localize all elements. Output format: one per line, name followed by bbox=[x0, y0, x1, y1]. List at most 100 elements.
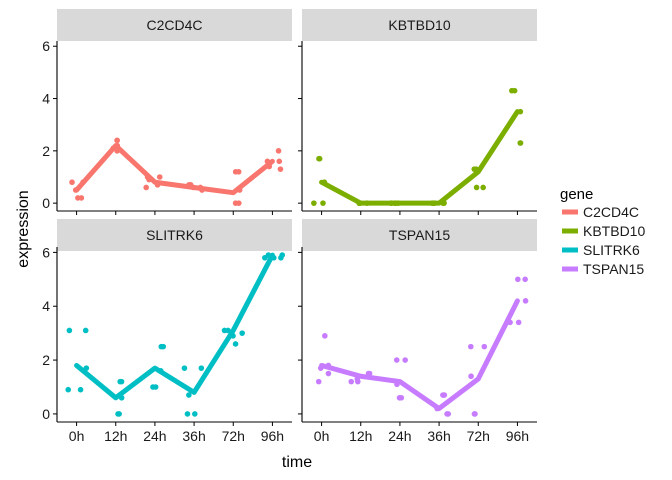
data-point bbox=[276, 158, 283, 165]
data-point bbox=[311, 200, 317, 206]
data-point bbox=[325, 370, 332, 377]
data-point bbox=[197, 184, 204, 191]
data-point bbox=[398, 394, 405, 401]
data-point bbox=[429, 200, 435, 206]
data-point bbox=[264, 158, 271, 165]
data-point bbox=[187, 182, 194, 188]
data-point bbox=[114, 137, 120, 144]
data-point bbox=[515, 319, 522, 326]
data-point bbox=[348, 378, 355, 385]
data-point bbox=[116, 411, 122, 417]
data-point bbox=[192, 411, 198, 417]
data-point bbox=[82, 327, 89, 334]
facet-strip bbox=[57, 9, 292, 41]
data-point bbox=[235, 168, 242, 175]
data-point bbox=[83, 365, 90, 371]
data-point bbox=[481, 343, 488, 350]
data-point bbox=[472, 411, 478, 417]
series-line-tspan15 bbox=[319, 298, 520, 412]
data-point bbox=[473, 184, 480, 191]
facet-strip-label: KBTBD10 bbox=[388, 17, 450, 33]
data-point bbox=[364, 200, 370, 206]
data-point bbox=[355, 378, 361, 385]
y-tick-label: 2 bbox=[42, 143, 50, 159]
data-point bbox=[146, 176, 152, 183]
legend-title: gene bbox=[560, 186, 593, 203]
data-point bbox=[322, 333, 328, 339]
data-point bbox=[394, 381, 400, 388]
x-tick-label: 96h bbox=[506, 428, 529, 444]
x-axis-title: time bbox=[282, 454, 312, 471]
data-point bbox=[365, 370, 372, 377]
facet-panel-slitrk6: SLITRK6 0 2 4 6 0h 12h 24h 36h 72h 96h bbox=[42, 219, 292, 444]
data-point bbox=[511, 87, 518, 94]
data-point bbox=[315, 378, 322, 385]
data-point bbox=[236, 187, 243, 193]
series-line-kbtbd10 bbox=[319, 109, 520, 206]
data-point bbox=[157, 368, 164, 374]
data-point bbox=[239, 330, 245, 336]
data-point bbox=[317, 365, 324, 371]
x-tick-label: 0h bbox=[69, 428, 85, 444]
y-tick-label: 4 bbox=[42, 298, 50, 314]
data-point bbox=[65, 386, 72, 393]
x-tick-label: 36h bbox=[182, 428, 205, 444]
facet-strip-label: SLITRK6 bbox=[146, 227, 203, 243]
facet-strip-label: TSPAN15 bbox=[389, 227, 450, 243]
y-tick-label: 4 bbox=[42, 91, 50, 107]
data-point bbox=[69, 179, 75, 186]
data-point bbox=[402, 357, 408, 363]
facet-strip bbox=[302, 219, 537, 251]
facet-strip-label: C2CD4C bbox=[146, 17, 202, 33]
data-point bbox=[230, 333, 236, 339]
data-point bbox=[198, 365, 205, 371]
data-point bbox=[277, 166, 284, 172]
facet-panel-kbtbd10: KBTBD10 bbox=[298, 9, 537, 215]
data-point bbox=[517, 108, 524, 115]
y-tick-label: 6 bbox=[42, 38, 50, 54]
facet-panels: C2CD4C 0 2 4 6 KBTBD10 SLITRK6 0 2 4 6 0h 12h 24h 36h 7… bbox=[42, 9, 537, 444]
data-point bbox=[480, 184, 486, 191]
data-point bbox=[471, 166, 478, 172]
facet-strip bbox=[57, 219, 292, 251]
data-point bbox=[72, 187, 79, 193]
data-point bbox=[356, 200, 362, 206]
data-point bbox=[181, 365, 188, 371]
data-point bbox=[221, 327, 228, 334]
data-point bbox=[441, 392, 448, 398]
data-point bbox=[522, 276, 528, 283]
legend-label: KBTBD10 bbox=[583, 223, 645, 239]
facet-panel-tspan15: TSPAN15 0h 12h 24h 36h 72h 96h bbox=[298, 219, 537, 444]
data-point bbox=[236, 200, 242, 206]
data-point bbox=[515, 276, 521, 283]
data-point bbox=[118, 394, 125, 401]
x-tick-label: 12h bbox=[104, 428, 127, 444]
data-point bbox=[275, 148, 282, 154]
data-point bbox=[118, 378, 125, 385]
y-tick-label: 0 bbox=[42, 406, 50, 422]
data-point bbox=[114, 142, 121, 149]
data-point bbox=[316, 155, 323, 162]
data-point bbox=[517, 140, 524, 146]
x-tick-label: 72h bbox=[467, 428, 490, 444]
data-point bbox=[434, 405, 440, 412]
x-tick-label: 12h bbox=[349, 428, 372, 444]
data-point bbox=[468, 373, 474, 380]
facet-strip bbox=[302, 9, 537, 41]
data-point bbox=[184, 411, 191, 417]
data-point bbox=[77, 386, 84, 393]
data-point bbox=[270, 254, 277, 261]
data-point bbox=[262, 254, 268, 261]
data-point bbox=[393, 200, 399, 206]
facet-panel-c2cd4c: C2CD4C 0 2 4 6 bbox=[42, 9, 292, 215]
data-point bbox=[152, 384, 159, 390]
x-tick-label: 96h bbox=[261, 428, 284, 444]
data-point bbox=[160, 343, 167, 350]
data-point bbox=[143, 184, 149, 191]
series-line-c2cd4c bbox=[74, 143, 275, 196]
data-point bbox=[325, 362, 332, 369]
series-line-slitrk6 bbox=[74, 252, 275, 401]
x-tick-label: 24h bbox=[388, 428, 411, 444]
data-point bbox=[80, 179, 86, 186]
x-tick-label: 72h bbox=[222, 428, 245, 444]
